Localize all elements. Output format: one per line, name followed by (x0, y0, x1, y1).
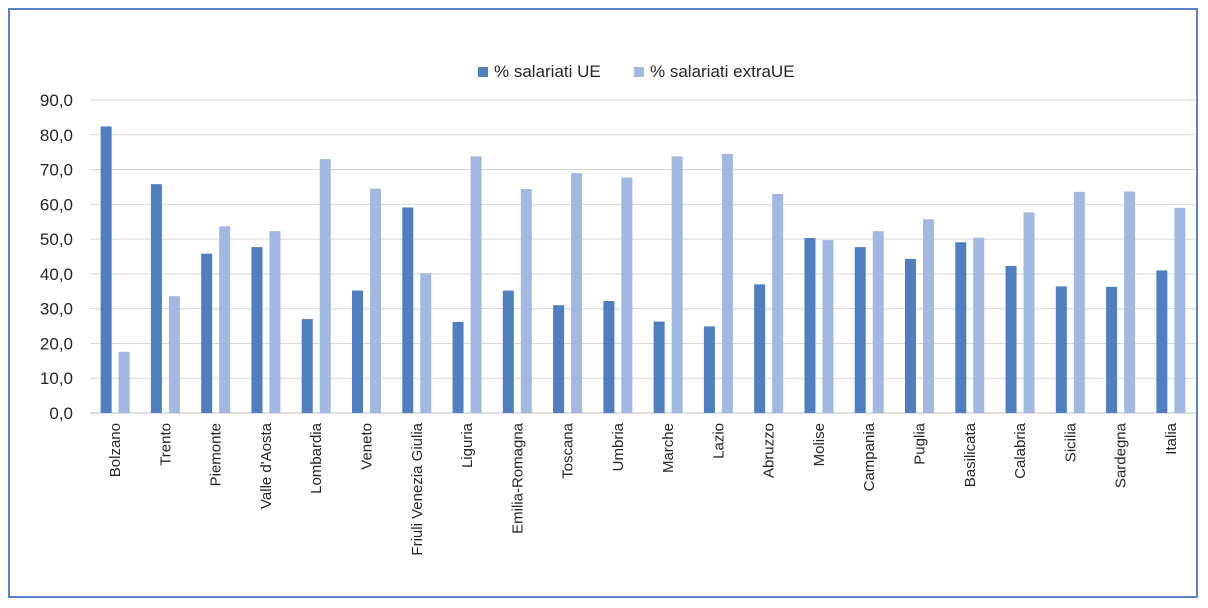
bar-salariati-extraue (470, 156, 482, 413)
bar-salariati-ue (201, 253, 213, 413)
bar-salariati-ue (452, 321, 464, 413)
bar-salariati-extraue (671, 156, 683, 413)
y-tick-label: 50,0 (40, 230, 73, 249)
bar-salariati-extraue (822, 240, 834, 413)
bar-salariati-extraue (1073, 191, 1085, 413)
bar-salariati-ue (703, 326, 715, 413)
y-tick-label: 90,0 (40, 91, 73, 110)
bar-salariati-ue (352, 290, 363, 413)
y-tick-label: 40,0 (40, 265, 73, 284)
y-tick-label: 60,0 (40, 195, 73, 214)
x-category-label: Umbria (610, 422, 627, 471)
bar-salariati-extraue (973, 237, 985, 413)
bar-salariati-extraue (872, 231, 884, 413)
bar-salariati-extraue (1174, 207, 1186, 413)
bar-salariati-extraue (721, 153, 733, 413)
bar-salariati-extraue (219, 226, 231, 413)
x-category-label: Sicilia (1062, 422, 1079, 462)
bar-salariati-ue (1156, 270, 1168, 413)
bar-salariati-extraue (420, 273, 432, 413)
bar-salariati-ue (301, 319, 313, 413)
x-category-label: Friuli Venezia Giulia (409, 422, 426, 555)
legend-label: % salariati UE (494, 62, 601, 81)
bar-salariati-extraue (621, 177, 633, 413)
legend-swatch (634, 67, 644, 77)
x-category-label: Piemonte (208, 423, 225, 486)
legend-swatch (478, 67, 488, 77)
y-tick-label: 10,0 (40, 369, 73, 388)
x-category-label: Abruzzo (761, 423, 778, 478)
bar-salariati-extraue (1124, 191, 1136, 413)
y-tick-label: 30,0 (40, 300, 73, 319)
bar-salariati-ue (251, 247, 263, 413)
bar-salariati-ue (100, 126, 112, 413)
bar-salariati-ue (603, 301, 615, 413)
x-category-label: Lazio (710, 423, 727, 459)
x-axis: Bolzano Trento Piemonte Valle d'Aosta Lombar… (107, 422, 1180, 555)
bar-salariati-ue (1005, 265, 1017, 413)
x-category-label: Valle d'Aosta (258, 422, 275, 509)
bar-salariati-extraue (168, 296, 180, 413)
bar-salariati-ue (754, 284, 766, 413)
bar-salariati-ue (553, 305, 565, 413)
bar-salariati-ue (804, 238, 816, 413)
x-category-label: Toscana (560, 422, 577, 479)
x-category-label: Emilia-Romagna (509, 422, 526, 534)
bar-salariati-ue (1106, 286, 1118, 413)
x-category-label: Sardegna (1113, 422, 1130, 488)
y-tick-label: 70,0 (40, 161, 73, 180)
y-axis: 0,0 10,0 20,0 30,0 40,0 50,0 60,0 70,0 80,0 90,0 (40, 91, 73, 423)
x-category-label: Puglia (912, 422, 929, 464)
bar-salariati-ue (502, 290, 514, 413)
x-category-label: Lombardia (308, 422, 325, 494)
bar-salariati-extraue (923, 219, 934, 413)
bar-salariati-ue (653, 321, 665, 413)
bar-salariati-ue (905, 258, 916, 413)
legend: % salariati UE % salariati extraUE (478, 62, 795, 81)
y-tick-label: 80,0 (40, 126, 73, 145)
bar-salariati-extraue (269, 231, 281, 413)
bar-salariati-extraue (1023, 212, 1035, 413)
y-tick-label: 20,0 (40, 334, 73, 353)
bar-salariati-ue (150, 184, 162, 413)
x-category-label: Veneto (359, 423, 376, 470)
bars (100, 126, 1186, 413)
bar-salariati-extraue (370, 188, 381, 413)
bar-salariati-ue (1055, 286, 1067, 413)
y-tick-label: 0,0 (49, 404, 73, 423)
x-category-label: Italia (1163, 422, 1180, 454)
x-category-label: Basilicata (962, 422, 979, 487)
bar-salariati-extraue (118, 351, 130, 413)
x-category-label: Trento (157, 423, 174, 466)
legend-label: % salariati extraUE (650, 62, 795, 81)
x-category-label: Bolzano (107, 423, 124, 477)
bar-salariati-extraue (319, 159, 331, 413)
bar-salariati-ue (402, 207, 414, 413)
x-category-label: Calabria (1012, 422, 1029, 479)
x-category-label: Campania (861, 422, 878, 491)
bar-salariati-ue (854, 247, 866, 413)
bar-salariati-extraue (772, 193, 784, 413)
bar-salariati-extraue (520, 189, 532, 413)
bar-salariati-ue (955, 242, 967, 413)
bar-salariati-extraue (571, 173, 583, 413)
x-category-label: Molise (811, 423, 828, 466)
x-category-label: Marche (660, 423, 677, 473)
x-category-label: Liguria (459, 422, 476, 468)
